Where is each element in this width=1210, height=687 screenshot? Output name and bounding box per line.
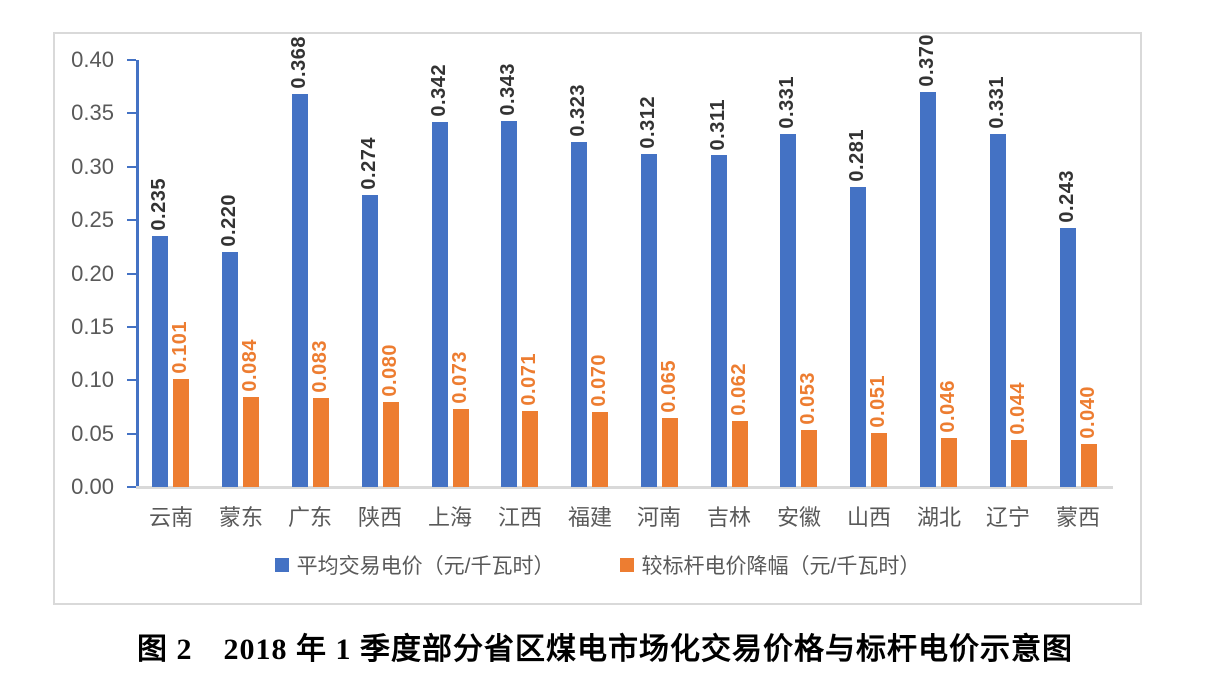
chart-panel bbox=[53, 32, 1142, 605]
legend-label-benchmark-cut: 较标杆电价降幅（元/千瓦时） bbox=[641, 555, 921, 578]
chart-legend: 平均交易电价（元/千瓦时） 较标杆电价降幅（元/千瓦时） bbox=[53, 550, 1142, 580]
legend-item-benchmark-cut: 较标杆电价降幅（元/千瓦时） bbox=[619, 550, 921, 580]
figure-caption: 图 2 2018 年 1 季度部分省区煤电市场化交易价格与标杆电价示意图 bbox=[137, 633, 1073, 666]
legend-item-avg-trade-price: 平均交易电价（元/千瓦时） bbox=[274, 550, 555, 580]
legend-swatch-orange bbox=[619, 558, 634, 572]
legend-label-avg-trade-price: 平均交易电价（元/千瓦时） bbox=[296, 555, 555, 578]
legend-swatch-blue bbox=[274, 558, 289, 572]
